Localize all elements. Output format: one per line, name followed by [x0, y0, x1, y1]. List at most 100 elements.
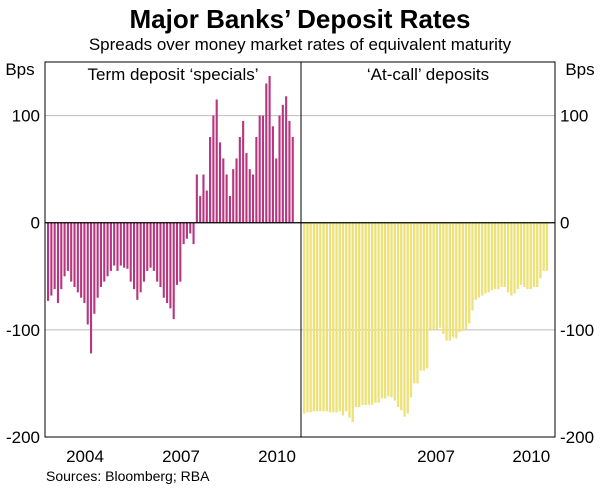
bar	[438, 222, 442, 328]
bar	[123, 222, 126, 268]
bar	[493, 222, 497, 290]
bar	[63, 222, 66, 277]
bar	[288, 120, 291, 223]
bar	[542, 222, 545, 271]
bar	[458, 222, 461, 332]
bar	[212, 115, 215, 223]
bar	[387, 222, 390, 397]
bar	[377, 222, 380, 403]
y-tick-label-left: 100	[12, 107, 40, 126]
bar	[484, 222, 487, 294]
bar	[116, 222, 119, 271]
bar	[487, 222, 490, 293]
bar	[103, 222, 106, 282]
source-note: Sources: Bloomberg; RBA	[46, 468, 210, 484]
bar	[393, 222, 396, 401]
bar	[166, 222, 169, 304]
bar	[500, 222, 503, 287]
x-tick-label: 2007	[417, 447, 455, 466]
bar	[189, 222, 192, 234]
term-deposit-bars	[47, 75, 294, 354]
bar	[93, 222, 96, 314]
bar	[309, 222, 312, 413]
bar	[455, 222, 458, 339]
bar	[70, 222, 73, 282]
bar	[265, 83, 268, 223]
bar	[419, 222, 422, 371]
bar	[192, 222, 195, 245]
y-tick-label-right: -100	[560, 321, 594, 340]
bar	[367, 222, 371, 405]
bar	[53, 222, 56, 290]
right-y-ticks: 100 0 -100 -200	[560, 107, 594, 447]
bar	[258, 115, 261, 223]
right-unit-label: Bps	[565, 60, 594, 79]
bar	[503, 222, 507, 287]
bar	[303, 222, 306, 414]
bar	[312, 222, 316, 412]
bar	[396, 222, 400, 407]
bar	[47, 222, 50, 301]
bar	[338, 222, 341, 412]
bar	[242, 120, 245, 223]
bar	[156, 222, 159, 282]
bar	[432, 222, 435, 330]
bar	[113, 222, 116, 266]
bar	[129, 222, 132, 282]
bar	[461, 222, 464, 331]
bar	[66, 222, 69, 271]
bar	[315, 222, 319, 412]
bar	[195, 174, 198, 223]
bar	[235, 158, 238, 223]
bar	[464, 222, 468, 330]
bar	[513, 222, 516, 294]
bar	[519, 222, 523, 285]
x-tick-label: 2007	[162, 447, 200, 466]
bar	[451, 222, 455, 338]
y-tick-label-left: -200	[6, 428, 40, 447]
bar	[261, 115, 265, 223]
bar	[429, 222, 432, 330]
panel-title-term: Term deposit ‘specials’	[87, 65, 258, 84]
bar	[281, 104, 284, 223]
x-ticks: 2004 2007 2010 2007 2010	[66, 447, 550, 466]
bar	[332, 222, 335, 413]
bar	[106, 222, 109, 277]
bar	[435, 222, 439, 330]
bar	[348, 222, 351, 418]
bar	[142, 222, 145, 282]
bar	[539, 222, 542, 279]
chart-title: Major Banks’ Deposit Rates	[130, 4, 471, 34]
y-tick-label-left: -100	[6, 321, 40, 340]
bar	[361, 222, 364, 405]
bar	[506, 222, 510, 293]
y-tick-label-right: 0	[560, 214, 569, 233]
bar	[109, 222, 112, 271]
left-y-ticks: 100 0 -100 -200	[6, 107, 40, 447]
bar	[477, 222, 481, 298]
bar	[523, 222, 526, 287]
bar	[490, 222, 494, 291]
bar	[278, 115, 281, 223]
bar	[199, 195, 202, 223]
bar	[545, 222, 549, 271]
bar	[413, 222, 416, 384]
bar	[370, 222, 374, 405]
bar	[306, 222, 309, 413]
bar	[99, 222, 103, 287]
bar	[322, 222, 325, 412]
bar	[139, 222, 142, 293]
bar	[83, 222, 86, 304]
bar	[445, 222, 448, 341]
bar	[228, 195, 231, 223]
bar	[252, 174, 255, 223]
bar	[341, 222, 345, 416]
bar	[136, 222, 139, 300]
bar	[364, 222, 367, 405]
bar	[179, 222, 182, 282]
bar	[209, 137, 212, 223]
bar	[448, 222, 451, 341]
y-tick-label-right: -200	[560, 428, 594, 447]
bar	[238, 137, 241, 223]
